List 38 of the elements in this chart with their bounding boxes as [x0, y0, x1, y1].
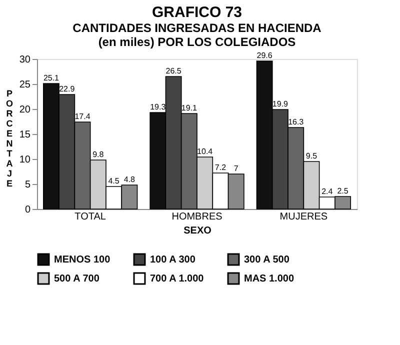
legend-label: 300 A 500: [244, 254, 290, 266]
legend-label: MENOS 100: [54, 254, 111, 266]
data-label: 17.4: [74, 112, 91, 121]
y-tick-label: 0: [24, 204, 31, 216]
legend-label: MAS 1.000: [244, 274, 294, 284]
y-tick-label: 20: [19, 104, 31, 116]
data-label: 4.5: [108, 176, 120, 186]
legend-label: 500 A 700: [54, 274, 100, 284]
chart-subtitle: CANTIDADES INGRESADAS EN HACIENDA (en miles) POR LOS COLEGIADOS: [72, 21, 322, 49]
data-label: 7.2: [214, 163, 227, 172]
legend-label: 100 A 300: [150, 254, 196, 266]
y-tick-label: 25: [19, 80, 31, 90]
x-tick-label: TOTAL: [74, 212, 106, 222]
chart-title: GRAFICO 73: [152, 4, 242, 21]
data-label: 22.9: [59, 84, 76, 94]
data-label: 29.6: [256, 51, 273, 60]
x-tick-label: MUJERES: [280, 212, 328, 222]
y-tick-label: 5: [24, 180, 31, 190]
text: PORCENTAJE: [6, 88, 14, 188]
data-label: 26.5: [166, 66, 182, 76]
data-label: 25.1: [43, 74, 60, 82]
x-tick-label: HOMBRES: [172, 212, 223, 222]
x-axis-title: SEXO: [184, 226, 212, 236]
data-label: 7: [234, 164, 239, 173]
data-label: 2.4: [322, 187, 334, 196]
data-label: 16.3: [288, 118, 304, 126]
data-label: 19.1: [181, 104, 198, 112]
data-label: 19.3: [150, 102, 166, 112]
data-label: 9.8: [92, 150, 104, 159]
y-tick-label: 30: [19, 54, 31, 66]
legend-label: 700 A 1.000: [150, 274, 204, 284]
y-tick-label: 10: [19, 154, 31, 166]
data-label: 4.8: [124, 175, 136, 184]
data-label: 10.4: [197, 147, 214, 156]
data-label: 9.5: [306, 152, 318, 160]
y-tick-label: 15: [19, 130, 31, 140]
data-label: 19.9: [272, 100, 289, 108]
data-label: 2.5: [337, 186, 349, 196]
